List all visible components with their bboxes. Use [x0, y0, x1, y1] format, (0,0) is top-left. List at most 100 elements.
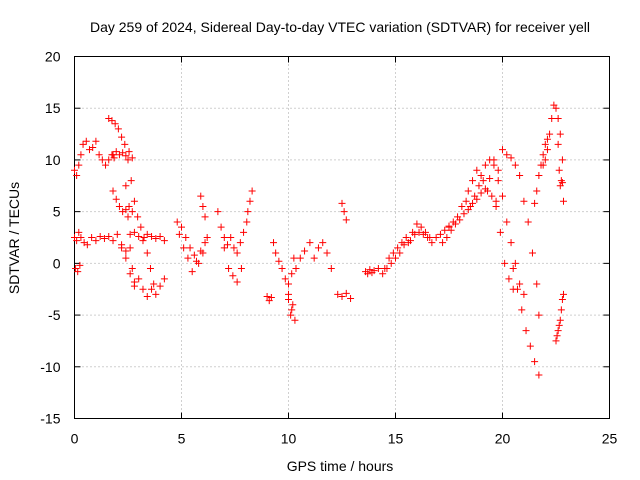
data-point	[447, 226, 455, 234]
x-tick-label: 15	[388, 431, 404, 447]
data-point	[522, 327, 530, 335]
data-point	[539, 161, 547, 169]
data-point	[552, 104, 560, 112]
data-point	[499, 192, 506, 200]
data-point	[554, 327, 562, 335]
data-point	[548, 115, 556, 123]
data-point	[535, 311, 543, 319]
data-point	[79, 140, 87, 148]
data-point	[227, 234, 235, 241]
x-tick-label: 20	[495, 431, 511, 447]
data-point	[291, 316, 299, 324]
data-point	[109, 151, 117, 159]
data-point	[479, 177, 487, 185]
data-point	[404, 239, 412, 247]
data-point	[92, 137, 100, 145]
data-point	[543, 146, 551, 154]
data-point	[160, 237, 168, 245]
data-point	[456, 216, 464, 224]
data-point	[217, 223, 225, 231]
data-point	[285, 280, 292, 288]
x-tick-label: 0	[71, 431, 79, 447]
data-point	[319, 239, 327, 247]
data-point	[387, 259, 395, 267]
data-point	[460, 210, 468, 218]
data-point	[95, 151, 103, 159]
data-point	[559, 197, 567, 205]
data-point	[306, 239, 314, 247]
data-point	[409, 228, 417, 236]
data-point	[486, 175, 494, 183]
data-point	[441, 226, 449, 234]
data-point	[220, 244, 228, 252]
data-point	[126, 270, 134, 278]
data-point	[347, 295, 355, 303]
data-point	[199, 202, 207, 210]
data-point	[175, 230, 183, 238]
data-point	[143, 230, 151, 238]
data-point	[554, 115, 562, 123]
data-point	[122, 152, 130, 160]
data-point	[296, 254, 304, 262]
data-point	[428, 239, 436, 247]
data-point	[236, 239, 244, 247]
data-point	[288, 270, 296, 278]
data-point	[243, 218, 251, 226]
data-point	[516, 280, 524, 288]
data-point	[192, 257, 200, 265]
data-point	[122, 247, 130, 255]
y-tick-label: 0	[53, 255, 61, 271]
data-point	[125, 148, 133, 156]
data-point	[556, 130, 564, 138]
data-point	[73, 171, 81, 179]
data-point	[413, 220, 421, 228]
data-point	[528, 249, 536, 257]
data-point	[436, 230, 444, 238]
data-point	[289, 301, 297, 309]
data-point	[229, 272, 237, 280]
data-point	[126, 244, 134, 252]
data-point	[267, 293, 275, 301]
data-point	[539, 151, 547, 159]
data-point	[290, 254, 298, 262]
data-point	[509, 265, 517, 273]
chart-title: Day 259 of 2024, Sidereal Day-to-day VTE…	[90, 19, 590, 35]
data-point	[546, 130, 554, 138]
data-point	[214, 208, 222, 216]
grid-lines	[74, 56, 610, 419]
data-point	[535, 371, 543, 379]
data-point	[263, 292, 271, 300]
data-point	[121, 140, 129, 148]
data-point	[314, 244, 322, 252]
data-point	[338, 199, 346, 207]
data-point	[102, 161, 110, 169]
data-point	[278, 265, 286, 273]
data-point	[139, 237, 147, 245]
data-point	[201, 239, 209, 247]
data-point	[182, 234, 190, 241]
data-point	[244, 208, 252, 216]
data-point	[178, 223, 185, 231]
data-point	[75, 228, 83, 236]
data-point	[230, 244, 238, 252]
data-point	[334, 290, 342, 298]
data-point	[96, 232, 104, 240]
data-point	[473, 166, 481, 174]
data-point	[469, 199, 477, 207]
data-point	[124, 156, 132, 164]
data-point	[160, 275, 168, 283]
data-point	[197, 247, 205, 255]
data-point	[439, 239, 447, 247]
data-point	[557, 306, 565, 314]
data-point	[272, 249, 280, 257]
data-point	[396, 249, 404, 257]
data-point	[559, 290, 567, 298]
data-point	[507, 239, 515, 247]
data-point	[111, 120, 119, 128]
data-point	[143, 292, 151, 300]
data-point	[83, 241, 91, 249]
data-point	[533, 187, 541, 195]
data-point	[383, 265, 391, 273]
data-point	[469, 177, 477, 185]
